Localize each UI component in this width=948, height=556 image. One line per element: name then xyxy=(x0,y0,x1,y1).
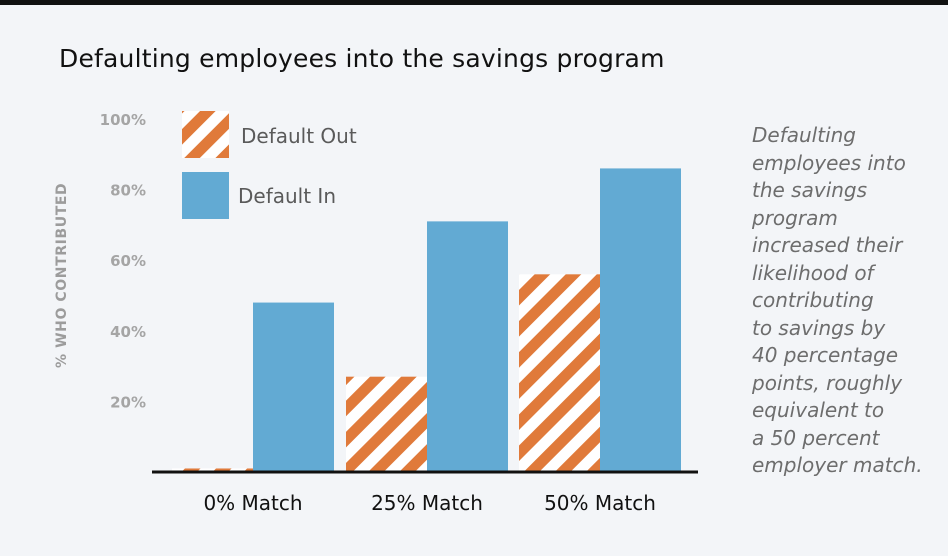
bar-default-in-0-match xyxy=(253,302,334,472)
y-tick-label: 100% xyxy=(100,111,146,129)
chart-title: Defaulting employees into the savings pr… xyxy=(59,44,665,73)
bar-default-out-50-match xyxy=(519,274,600,472)
y-tick-label: 40% xyxy=(110,323,146,341)
legend-label-default-out: Default Out xyxy=(241,124,357,148)
x-tick-label: 50% Match xyxy=(544,491,656,515)
bar-default-in-50-match xyxy=(600,168,681,473)
y-tick-label: 60% xyxy=(110,252,146,270)
x-tick-label: 0% Match xyxy=(203,491,302,515)
y-tick-label: 20% xyxy=(110,393,146,411)
legend-swatch-default-in xyxy=(182,172,229,219)
x-tick-label: 25% Match xyxy=(371,491,483,515)
bar-default-out-0-match xyxy=(172,468,253,472)
legend-label-default-in: Default In xyxy=(238,184,336,208)
annotation-text: Defaulting employees into the savings pr… xyxy=(752,123,923,477)
bar-default-out-25-match xyxy=(346,376,427,472)
top-rule xyxy=(0,0,948,5)
y-tick-label: 80% xyxy=(110,182,146,200)
legend-swatch-default-out xyxy=(182,111,229,158)
bar-default-in-25-match xyxy=(427,221,508,472)
